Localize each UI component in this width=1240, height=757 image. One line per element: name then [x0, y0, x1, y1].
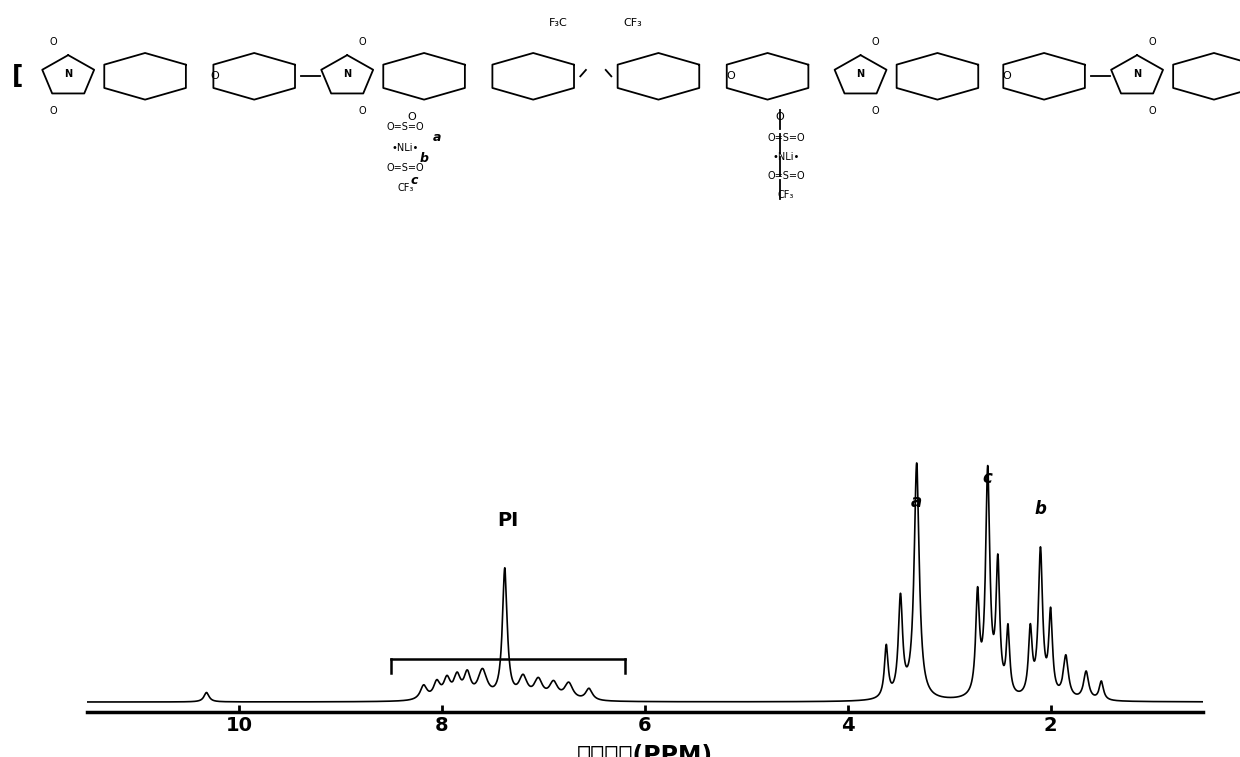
Text: b: b [1034, 500, 1047, 518]
Text: O: O [50, 36, 57, 47]
Text: O: O [725, 71, 735, 81]
Text: O=S=O: O=S=O [387, 163, 424, 173]
Text: O=S=O: O=S=O [768, 171, 805, 181]
Text: O: O [1148, 106, 1156, 116]
Text: O: O [872, 106, 879, 116]
Text: O: O [407, 111, 417, 122]
Text: a: a [911, 493, 923, 511]
Text: O: O [358, 36, 366, 47]
Text: O: O [210, 71, 219, 81]
Text: •NLi•: •NLi• [773, 152, 800, 162]
Text: a: a [433, 131, 440, 145]
Text: O=S=O: O=S=O [768, 132, 805, 143]
Text: F₃C: F₃C [549, 17, 568, 27]
Text: N: N [343, 69, 351, 79]
Text: N: N [64, 69, 72, 79]
Text: O=S=O: O=S=O [387, 122, 424, 132]
X-axis label: 化学位移(PPM): 化学位移(PPM) [577, 744, 713, 757]
Text: PI: PI [497, 511, 518, 530]
Text: [: [ [11, 64, 24, 89]
Text: O: O [1002, 71, 1012, 81]
Text: O: O [872, 36, 879, 47]
Text: c: c [983, 469, 993, 487]
Text: O: O [50, 106, 57, 116]
Text: CF₃: CF₃ [397, 182, 414, 193]
Text: O: O [358, 106, 366, 116]
Text: O: O [1148, 36, 1156, 47]
Text: N: N [857, 69, 864, 79]
Text: CF₃: CF₃ [777, 190, 795, 200]
Text: O: O [775, 111, 785, 122]
Text: b: b [419, 152, 429, 166]
Text: CF₃: CF₃ [624, 17, 642, 27]
Text: •NLi•: •NLi• [392, 142, 419, 152]
Text: N: N [1133, 69, 1141, 79]
Text: c: c [410, 173, 418, 187]
